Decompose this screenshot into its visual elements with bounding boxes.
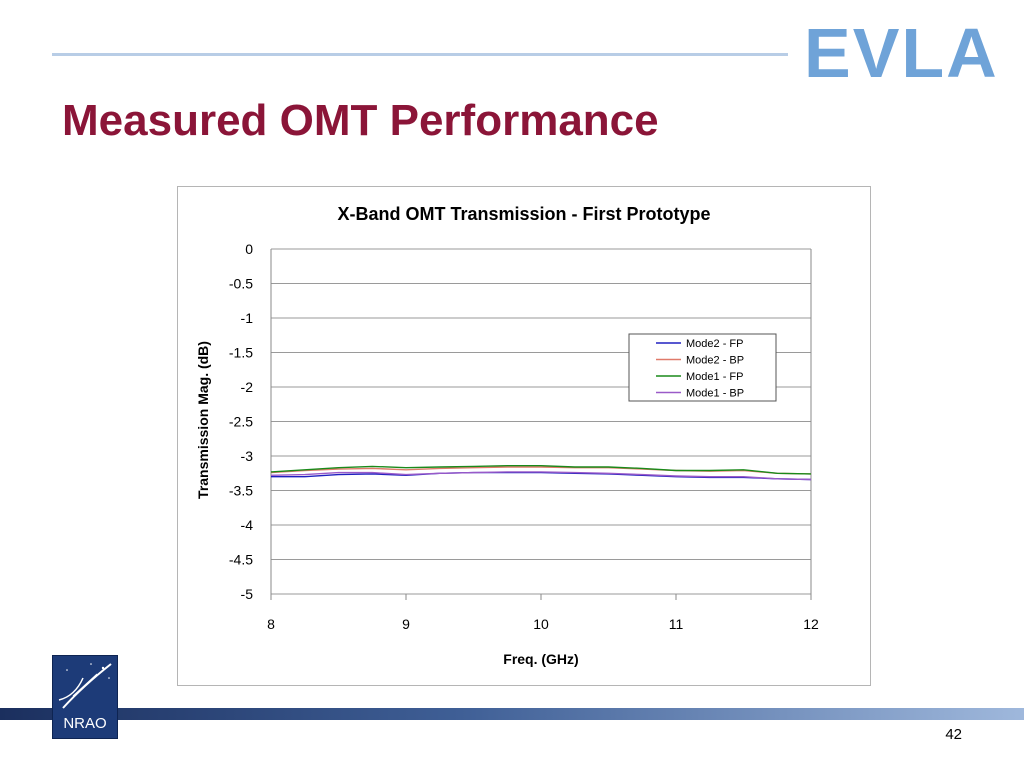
series-lines [270, 465, 812, 481]
y-tick-label: -5 [241, 586, 254, 602]
y-axis-title: Transmission Mag. (dB) [195, 341, 211, 499]
x-tick-label: 8 [267, 616, 275, 632]
evla-logo: EVLA [804, 14, 999, 92]
chart-title: X-Band OMT Transmission - First Prototyp… [337, 204, 710, 224]
x-tick-label: 11 [669, 616, 684, 632]
legend-label: Mode2 - BP [686, 355, 744, 367]
transmission-chart: X-Band OMT Transmission - First Prototyp… [195, 204, 819, 667]
y-tick-label: -1 [241, 310, 254, 326]
x-tick-label: 10 [533, 616, 549, 632]
y-tick-label: -4.5 [229, 552, 253, 568]
x-tick-label: 12 [803, 616, 819, 632]
chart-frame: X-Band OMT Transmission - First Prototyp… [177, 186, 871, 686]
x-tick-labels: 8 9 10 11 12 [267, 616, 819, 632]
y-tick-label: -3.5 [229, 483, 253, 499]
x-axis-title: Freq. (GHz) [503, 651, 578, 667]
y-tick-labels: 0 -0.5 -1 -1.5 -2 -2.5 -3 -3.5 -4 -4.5 -5 [229, 241, 253, 602]
y-tick-label: -2.5 [229, 414, 253, 430]
nrao-logo-text: NRAO [63, 715, 107, 732]
y-tick-label: 0 [245, 241, 253, 257]
chart-legend: Mode2 - FP Mode2 - BP Mode1 - FP Mode1 - BP [628, 333, 777, 402]
y-tick-label: -3 [241, 448, 254, 464]
y-tick-label: -2 [241, 379, 254, 395]
y-tick-label: -0.5 [229, 276, 253, 292]
series-line-2 [270, 465, 812, 475]
radio-dish-icon [58, 663, 112, 709]
y-tick-label: -4 [241, 517, 254, 533]
footer-band [0, 708, 1024, 720]
x-tick-label: 9 [402, 616, 410, 632]
legend-label: Mode1 - BP [686, 388, 744, 400]
gridlines [271, 248, 811, 595]
legend-box [628, 333, 777, 402]
legend-label: Mode2 - FP [686, 338, 743, 350]
slide-title: Measured OMT Performance [62, 96, 659, 145]
nrao-logo: NRAO [52, 655, 118, 739]
legend-label: Mode1 - FP [686, 371, 743, 383]
axes [270, 249, 812, 600]
series-line-3 [270, 471, 812, 481]
y-tick-label: -1.5 [229, 345, 253, 361]
page-number: 42 [945, 726, 962, 743]
header-rule [52, 53, 788, 56]
